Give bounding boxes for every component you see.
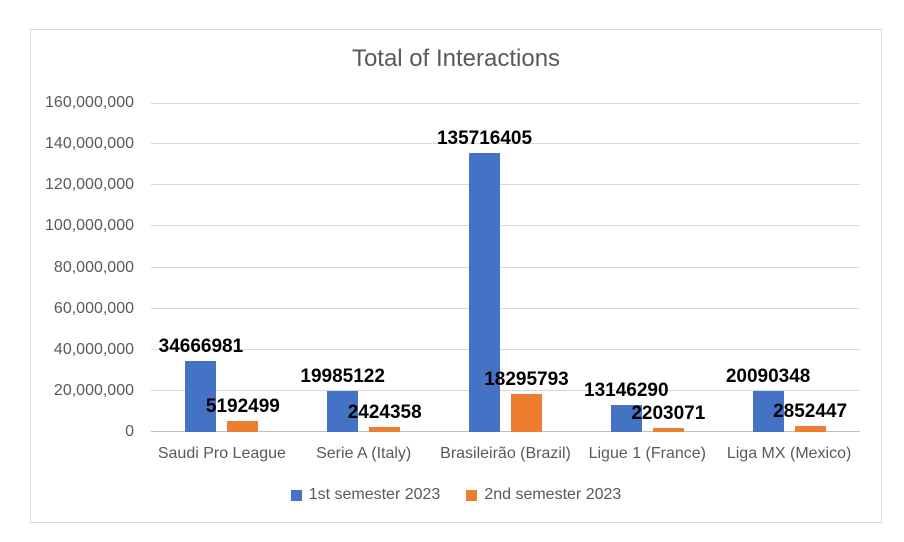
y-tick-label: 0 [125,423,134,440]
y-tick-label: 40,000,000 [53,341,134,358]
legend-swatch-2nd-semester-icon [466,489,478,501]
gridline [151,308,860,309]
category-label: Ligue 1 (France) [588,445,706,462]
gridline [151,103,860,104]
gridline [151,184,860,185]
gridline [151,267,860,268]
bar-1st-semester [185,360,217,432]
y-tick-label: 140,000,000 [45,135,134,152]
category-label: Saudi Pro League [157,445,286,462]
legend-swatch-1st-semester-icon [290,489,302,501]
y-tick-label: 60,000,000 [53,300,134,317]
category-label: Serie A (Italy) [316,445,412,462]
bar-2nd-semester [369,427,401,432]
chart-title: Total of Interactions [351,45,561,72]
y-tick-label: 160,000,000 [45,94,134,111]
bar-1st-semester [327,390,359,432]
bar-1st-semester [752,390,784,432]
bar-2nd-semester [794,426,826,432]
y-tick-label: 80,000,000 [53,259,134,276]
plot-area: 34666981 19985122 135716405 13146290 2009034… [151,103,860,432]
gridline [151,390,860,391]
bar-2nd-semester [227,421,259,432]
legend: 1st semester 2023 2nd semester 2023 [31,486,881,504]
gridline [151,143,860,144]
legend-label-2nd-semester: 2nd semester 2023 [484,486,622,503]
data-label: 2203071 [631,402,706,424]
y-tick-label: 120,000,000 [45,176,134,193]
data-label: 13146290 [584,380,669,401]
data-label: 19985122 [300,365,385,387]
data-label: 5192499 [205,396,280,418]
gridline [151,225,860,226]
legend-item-2nd-semester: 2nd semester 2023 [466,486,621,504]
legend-item-1st-semester: 1st semester 2023 [290,486,441,504]
data-label: 20090348 [725,365,811,387]
y-axis: 0 20,000,000 40,000,000 60,000,000 80,000,00… [31,94,134,440]
category-label: Liga MX (Mexico) [726,445,852,462]
data-label: 2424358 [347,402,422,423]
data-label: 135716405 [436,127,533,149]
data-label: 2852447 [773,401,848,423]
chart-frame: Total of Interactions 0 20,000,000 40,000,… [30,29,882,523]
x-axis-line [151,431,860,432]
bar-1st-semester [469,152,500,432]
gridline [151,349,860,350]
data-label: 34666981 [158,335,244,357]
bar-1st-semester [610,405,642,432]
bar-2nd-semester [652,427,684,432]
legend-label-1st-semester: 1st semester 2023 [308,486,441,503]
y-tick-label: 100,000,000 [45,217,134,234]
x-axis: Saudi Pro League Serie A (Italy) Brasileir… [151,444,860,463]
category-label: Brasileirão (Brazil) [440,445,571,462]
data-label: 18295793 [484,369,569,391]
bar-2nd-semester [511,394,542,432]
y-tick-label: 20,000,000 [53,382,134,399]
